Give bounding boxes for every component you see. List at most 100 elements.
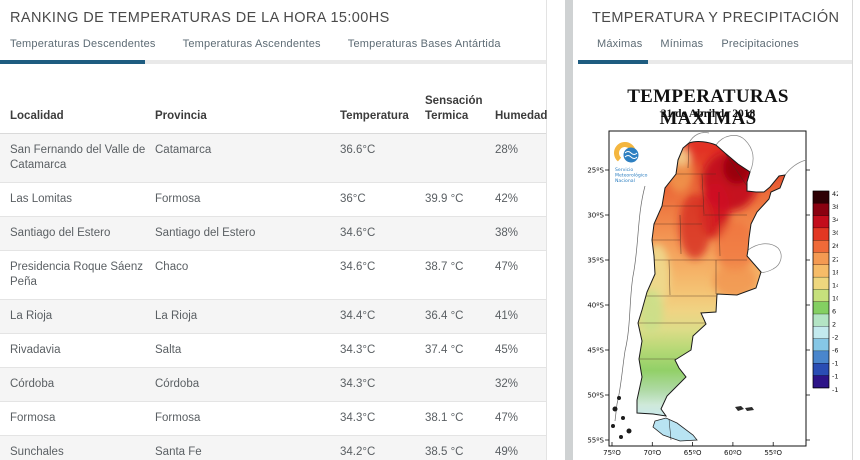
svg-text:-10: -10 [832, 360, 838, 368]
chile-outline [611, 185, 646, 439]
cell-localidad: Santiago del Estero [10, 227, 111, 239]
svg-text:55ºS: 55ºS [587, 437, 604, 445]
map-date: 21 de Abril de 2018 [660, 108, 756, 120]
panel-divider [565, 0, 573, 460]
svg-text:-14: -14 [832, 373, 838, 381]
ranking-tab[interactable]: Temperaturas Bases Antártida [347, 38, 501, 50]
cell-localidad: Córdoba [10, 378, 55, 390]
cell-sensacion [425, 143, 495, 173]
svg-text:18: 18 [832, 268, 838, 276]
table-row: Santiago del Estero Santiago del Estero … [0, 217, 546, 251]
map-tab[interactable]: Mínimas [660, 38, 704, 50]
cell-humedad: 47% [495, 412, 519, 424]
svg-text:25ºS: 25ºS [587, 167, 604, 175]
cell-provincia: Formosa [155, 193, 201, 205]
svg-text:60ºO: 60ºO [724, 449, 742, 457]
svg-text:22: 22 [832, 255, 838, 263]
smn-logo-text-line1: Servicio [615, 167, 633, 173]
map-active-tab-indicator [578, 60, 648, 64]
map-panel: TEMPERATURA Y PRECIPITACIÓN Máximas Míni… [578, 0, 853, 460]
table-row: Rivadavia Salta 34.3°C 37.4 °C 45% [0, 334, 546, 368]
cell-localidad: Presidencia Roque Sáenz Peña [10, 261, 143, 288]
map-tab[interactable]: Máximas [597, 38, 643, 50]
cell-provincia: Chaco [155, 261, 189, 273]
malvinas-islands [735, 406, 754, 411]
table-row: Córdoba Córdoba 34.3°C 32% [0, 368, 546, 402]
cell-provincia: Santiago del Estero [155, 227, 256, 239]
map-title: TEMPERATURAS MAXIMAS [627, 86, 789, 129]
cell-humedad: 42% [495, 193, 519, 205]
cell-sensacion: 39.9 °C [425, 193, 464, 205]
svg-text:2: 2 [832, 321, 836, 329]
svg-text:30: 30 [832, 229, 838, 237]
svg-text:55ºO: 55ºO [764, 449, 782, 457]
cell-temperatura: 36°C [340, 193, 366, 205]
svg-text:40ºS: 40ºS [587, 302, 604, 310]
argentina-temperature-map: Servicio Meteorológico Nacional 25ºS 30ºS… [587, 130, 838, 457]
cell-humedad: 28% [495, 144, 519, 156]
svg-text:-18: -18 [832, 386, 838, 394]
svg-text:30ºS: 30ºS [587, 212, 604, 220]
cell-humedad: 49% [495, 446, 519, 458]
ranking-title: RANKING DE TEMPERATURAS DE LA HORA 15:00… [10, 10, 390, 26]
cell-sensacion: 38.5 °C [425, 446, 464, 458]
svg-text:50ºS: 50ºS [587, 392, 604, 400]
ranking-tab-track [0, 60, 546, 64]
svg-text:10: 10 [832, 294, 838, 302]
province-borders [638, 142, 748, 360]
cell-temperatura: 34.4°C [340, 310, 376, 322]
cell-localidad: Rivadavia [10, 344, 61, 356]
svg-text:26: 26 [832, 242, 838, 250]
cell-sensacion: 36.4 °C [425, 310, 464, 322]
svg-text:75ºO: 75ºO [603, 449, 621, 457]
cell-temperatura: 34.3°C [340, 378, 376, 390]
cell-localidad: La Rioja [10, 310, 53, 322]
cell-temperatura: 34.6°C [340, 227, 376, 239]
cell-humedad: 38% [495, 227, 519, 239]
svg-text:34: 34 [832, 216, 838, 224]
neighbor-borders [688, 132, 807, 273]
argentina-outline [636, 141, 786, 417]
col-header-provincia: Provincia [155, 110, 207, 122]
ranking-tab[interactable]: Temperaturas Descendentes [10, 38, 156, 50]
cell-provincia: La Rioja [155, 310, 198, 322]
col-header-localidad: Localidad [10, 110, 64, 122]
cell-humedad: 41% [495, 310, 519, 322]
temperature-colorbar: 42 38 34 30 26 22 18 14 10 6 2 -2 -6 -10 -14 -18 [812, 190, 838, 394]
ranking-active-tab-indicator [0, 60, 145, 64]
col-header-temperatura: Temperatura [340, 110, 409, 122]
svg-text:65ºO: 65ºO [684, 449, 702, 457]
cell-humedad: 32% [495, 378, 519, 390]
ranking-tabs: Temperaturas Descendentes Temperaturas A… [0, 26, 546, 60]
map-tab-track [578, 60, 852, 64]
cell-temperatura: 34.3°C [340, 344, 376, 356]
colorbar-frame [812, 190, 830, 389]
cell-temperatura: 34.3°C [340, 412, 376, 424]
svg-text:42: 42 [832, 190, 838, 198]
ranking-tab[interactable]: Temperaturas Ascendentes [182, 38, 321, 50]
cell-temperatura: 34.6°C [340, 261, 376, 273]
cell-localidad: San Fernando del Valle de Catamarca [10, 144, 146, 171]
cell-localidad: Formosa [10, 412, 56, 424]
svg-text:70ºO: 70ºO [643, 449, 661, 457]
smn-logo-text-line2: Meteorológico [615, 172, 648, 179]
ranking-panel: RANKING DE TEMPERATURAS DE LA HORA 15:00… [0, 0, 547, 460]
col-header-humedad: Humedad [495, 110, 548, 122]
table-row: Las Lomitas Formosa 36°C 39.9 °C 42% [0, 183, 546, 217]
smn-logo-text-line3: Nacional [615, 178, 635, 184]
table-body: San Fernando del Valle de Catamarca Cata… [0, 134, 546, 460]
map-tab[interactable]: Precipitaciones [721, 38, 799, 50]
cell-localidad: Las Lomitas [10, 193, 73, 205]
table-row: San Fernando del Valle de Catamarca Cata… [0, 134, 546, 183]
table-row: Sunchales Santa Fe 34.2°C 38.5 °C 49% [0, 436, 546, 460]
cell-humedad: 47% [495, 261, 519, 273]
svg-text:6: 6 [832, 307, 836, 315]
table-row: Presidencia Roque Sáenz Peña Chaco 34.6°… [0, 251, 546, 300]
cell-sensacion: 37.4 °C [425, 344, 464, 356]
col-header-sensacion-line1: Sensación [425, 95, 483, 107]
cell-sensacion: 38.1 °C [425, 412, 464, 424]
map-panel-title: TEMPERATURA Y PRECIPITACIÓN [592, 10, 840, 26]
cell-provincia: Salta [155, 344, 182, 356]
col-header-sensacion: Sensación Termica [425, 94, 495, 124]
